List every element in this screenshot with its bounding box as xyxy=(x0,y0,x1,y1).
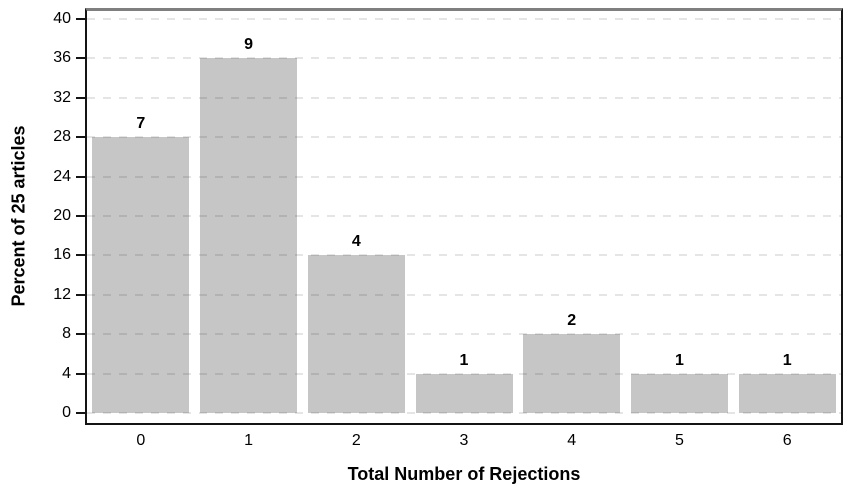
y-tick-label: 36 xyxy=(53,49,71,67)
bar-rejections-5 xyxy=(630,373,728,413)
bar-value-label: 7 xyxy=(136,115,146,133)
bar-value-label: 9 xyxy=(244,36,254,54)
y-axis-title: Percent of 25 articles xyxy=(8,125,29,307)
y-tick-label: 12 xyxy=(53,285,71,303)
y-tick-label: 40 xyxy=(53,10,71,27)
bar-rejections-2 xyxy=(307,255,405,413)
plot-area: 7 9 4 1 2 1 1 xyxy=(85,8,843,425)
y-axis-tick xyxy=(76,57,85,60)
bar-rejections-1 xyxy=(200,58,298,413)
bar-rejections-0 xyxy=(92,137,190,413)
gridline xyxy=(87,175,841,178)
y-tick-label: 0 xyxy=(62,404,71,421)
bar-rejections-3 xyxy=(415,373,513,413)
gridline xyxy=(87,254,841,257)
x-tick-label: 3 xyxy=(459,432,469,449)
y-axis-tick xyxy=(76,372,85,375)
y-tick-label: 20 xyxy=(53,207,71,224)
x-tick-label: 6 xyxy=(782,432,792,449)
y-axis-tick xyxy=(76,333,85,336)
y-tick-label: 4 xyxy=(62,364,71,382)
gridline xyxy=(87,215,841,217)
bar-rejections-6 xyxy=(738,373,836,413)
bar-value-label: 1 xyxy=(782,351,792,369)
gridline xyxy=(87,18,841,20)
y-axis-tick xyxy=(76,215,85,217)
bar-value-label: 2 xyxy=(567,312,577,330)
gridline xyxy=(87,293,841,296)
y-tick-label: 32 xyxy=(53,88,71,106)
gridline xyxy=(87,333,841,336)
bar-value-label: 1 xyxy=(674,351,684,369)
x-tick-label: 0 xyxy=(136,432,146,449)
y-tick-label: 8 xyxy=(62,325,71,343)
x-axis-title: Total Number of Rejections xyxy=(347,464,581,484)
y-axis-tick xyxy=(76,254,85,257)
bar-rejections-4 xyxy=(523,334,621,413)
y-tick-label: 24 xyxy=(53,167,71,185)
bar-value-label: 4 xyxy=(351,233,361,251)
y-axis-tick xyxy=(76,96,85,99)
y-axis-tick xyxy=(76,18,85,20)
x-tick-label: 5 xyxy=(674,432,684,449)
x-tick-label: 4 xyxy=(567,432,577,449)
y-tick-label: 28 xyxy=(53,128,71,146)
gridline xyxy=(87,136,841,139)
y-axis-tick xyxy=(76,136,85,139)
y-tick-label: 16 xyxy=(53,246,71,264)
gridline xyxy=(87,372,841,375)
y-axis-tick xyxy=(76,293,85,296)
x-tick-label: 2 xyxy=(351,432,361,449)
bar-value-label: 1 xyxy=(459,351,469,369)
gridline xyxy=(87,412,841,414)
y-axis-tick xyxy=(76,175,85,178)
y-axis-tick xyxy=(76,412,85,414)
x-tick-label: 1 xyxy=(244,432,254,449)
gridline xyxy=(87,96,841,99)
gridline xyxy=(87,57,841,60)
